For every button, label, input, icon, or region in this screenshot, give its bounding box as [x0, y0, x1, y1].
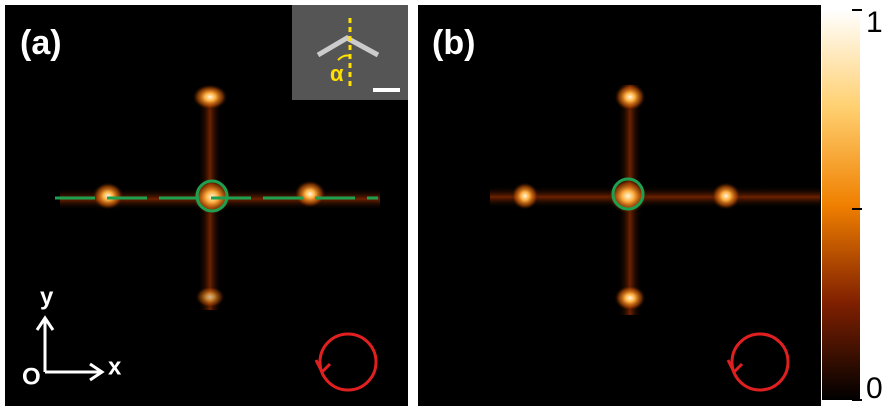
spot [92, 182, 124, 210]
circle-marker [611, 177, 645, 211]
panel-label: (b) [432, 24, 475, 62]
streak [490, 186, 820, 208]
colorbar: 1 0 [822, 6, 883, 405]
spot [192, 84, 228, 110]
inset-shape [316, 35, 380, 58]
panel-a: (a) α y x O [5, 5, 408, 406]
polarization-arrow [314, 359, 332, 375]
circle-marker [195, 179, 229, 213]
polarization-circle [730, 332, 790, 392]
panel-b: (b) [418, 5, 821, 406]
origin-label: O [22, 363, 41, 390]
x-arrowhead [89, 362, 105, 382]
spot [614, 83, 646, 111]
spot [614, 285, 646, 311]
polarization-circle [318, 332, 378, 392]
y-arrowhead [35, 315, 55, 331]
angle-arc [337, 54, 351, 61]
colorbar-gradient [822, 10, 860, 400]
colorbar-min: 0 [866, 372, 883, 405]
spot [711, 182, 741, 210]
polarization-arrow [726, 359, 744, 375]
spot [511, 182, 539, 210]
angle-label: α [330, 61, 344, 86]
spot [195, 286, 225, 308]
y-label: y [40, 283, 54, 310]
panel-label: (a) [20, 24, 62, 62]
x-label: x [108, 353, 122, 380]
colorbar-max: 1 [866, 6, 883, 39]
spot [294, 180, 326, 208]
